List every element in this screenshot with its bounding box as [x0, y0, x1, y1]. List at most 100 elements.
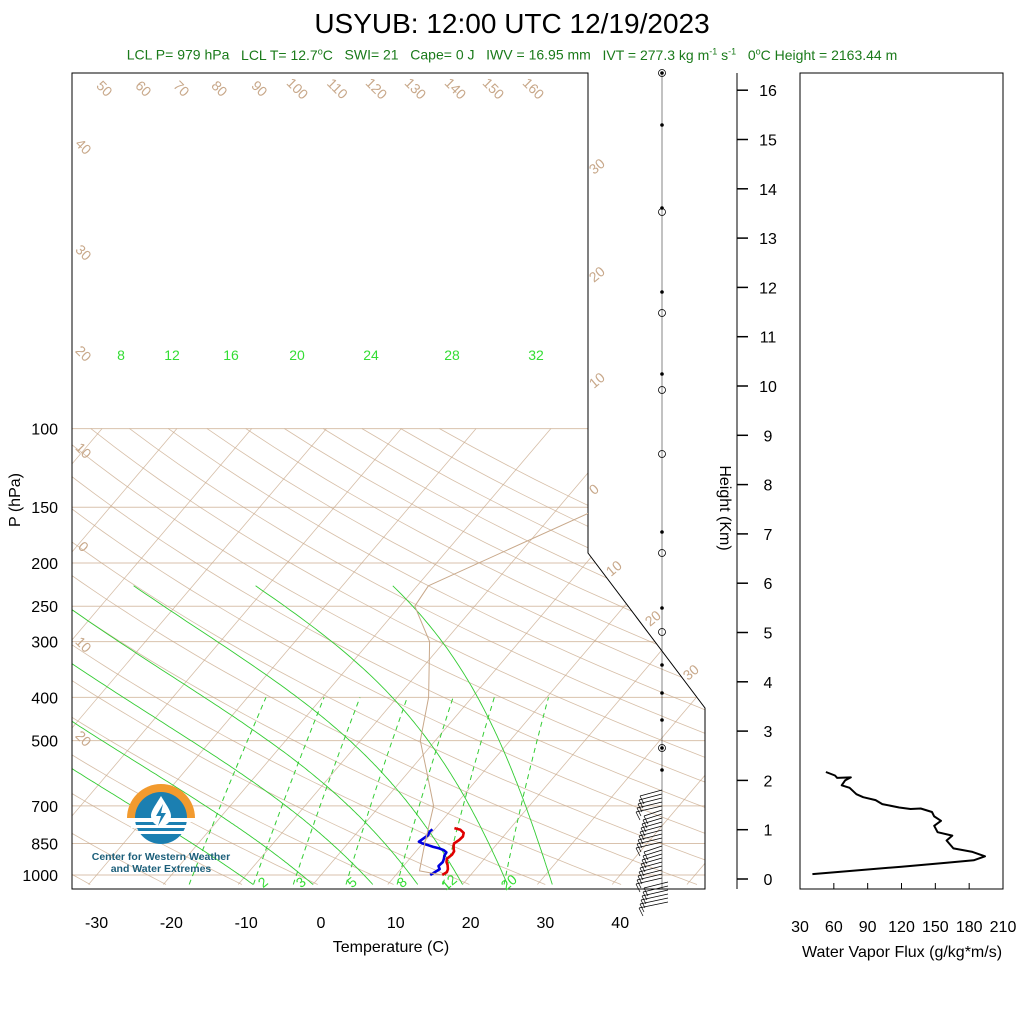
wind-barb	[639, 861, 663, 869]
dry-adiabat-line	[90, 428, 705, 885]
isotherm-label: 30	[586, 155, 608, 177]
cw3e-logo-text: Center for Western Weather and Water Ext…	[91, 851, 231, 875]
wind-barb	[635, 841, 663, 849]
dry-adiabat-label: 60	[132, 77, 154, 99]
swi-value: SWI= 21	[344, 46, 399, 63]
dry-adiabat-line	[206, 428, 705, 885]
isotherm-line	[72, 428, 252, 885]
height-tick-label: 15	[759, 133, 777, 150]
x-tick-label: 0	[317, 915, 326, 932]
dry-adiabat-line	[245, 428, 705, 885]
dry-adiabat-label: 70	[170, 77, 192, 99]
flux-axis-title: Water Vapor Flux (g/kg*m/s)	[802, 944, 1002, 961]
moist-adiabat-line	[72, 585, 419, 885]
iwv-value: IWV = 16.95 mm	[486, 46, 591, 63]
mixing-ratio-label: 12	[164, 347, 180, 363]
pressure-tick-label: 1000	[22, 868, 58, 885]
isotherm-line	[611, 428, 705, 885]
wind-calm-dot	[660, 206, 664, 210]
dry-adiabat-line	[72, 428, 698, 885]
height-tick-label: 14	[759, 182, 777, 199]
wind-barb	[639, 789, 663, 797]
wind-barb	[641, 853, 663, 861]
height-tick-label: 2	[764, 773, 773, 790]
wind-circle-marker	[658, 744, 666, 752]
dry-adiabat-label: 20	[72, 342, 94, 364]
wind-calm-dot	[660, 71, 664, 75]
wind-barb-flag	[635, 811, 641, 821]
skewt-frame	[71, 72, 748, 890]
wind-circle-marker	[658, 549, 666, 557]
dry-adiabat-line	[361, 428, 705, 885]
dry-adiabat-label: 0	[75, 538, 92, 555]
wind-calm-dot	[660, 530, 664, 534]
moist-adiabat-line	[255, 585, 508, 885]
height-tick-label: 12	[759, 280, 777, 297]
cw3e-logo-icon	[127, 784, 195, 844]
moist-adiabat-line	[133, 585, 463, 885]
wind-barb	[643, 845, 663, 853]
height-tick-label: 11	[760, 330, 777, 347]
isotherm-label: 20	[642, 607, 664, 629]
pressure-tick-label: 100	[31, 422, 58, 439]
x-tick-label: 30	[537, 915, 555, 932]
flux-tick-label: 90	[859, 919, 877, 936]
wind-calm-dot	[660, 372, 664, 376]
wind-calm-dot	[660, 768, 664, 772]
dry-adiabat-label: 10	[72, 439, 94, 461]
height-axis-title: Height (Km)	[716, 465, 733, 550]
dry-adiabat-label: 50	[93, 77, 115, 99]
height-tick-label: 10	[759, 379, 777, 396]
dry-adiabat-line	[400, 428, 705, 885]
dry-adiabat-label: 40	[72, 135, 94, 157]
dry-adiabat-line	[129, 428, 705, 885]
wind-calm-dot	[660, 290, 664, 294]
isotherm-line	[387, 428, 705, 885]
dry-adiabat-label: 30	[72, 241, 94, 263]
dry-adiabat-label: 90	[248, 77, 270, 99]
dry-adiabat-line	[72, 428, 705, 885]
isotherm-line	[762, 429, 1024, 885]
dry-adiabat-line	[72, 428, 470, 885]
wind-barb-flag	[638, 907, 644, 917]
flux-panel-border	[799, 72, 1004, 890]
dry-adiabat-line	[72, 428, 243, 885]
moist-adiabat-line	[72, 585, 374, 885]
wind-circle-marker	[658, 309, 666, 317]
moist-adiabat-line	[72, 585, 254, 885]
height-tick-label: 0	[764, 872, 773, 889]
isotherm-label: 20	[586, 263, 608, 285]
freezing-height: 0oC Height = 2163.44 m	[747, 46, 898, 63]
wind-barb	[640, 821, 663, 829]
mixing-ratio-label: 20	[289, 347, 305, 363]
wind-barb	[638, 901, 669, 909]
wind-barb	[636, 837, 663, 845]
wind-calm-dot	[660, 718, 664, 722]
wind-barb	[638, 865, 663, 873]
dry-adiabat-label: 20	[72, 727, 94, 749]
flux-tick-label: 30	[791, 919, 809, 936]
wind-barb	[638, 793, 663, 801]
mixing-ratio-label: 16	[223, 347, 239, 363]
dry-adiabat-line	[72, 428, 705, 885]
pressure-tick-label: 400	[31, 690, 58, 707]
wind-barb	[640, 893, 669, 901]
isotherm-line	[72, 428, 402, 885]
cape-value: Cape= 0 J	[410, 46, 475, 63]
wind-calm-dot	[660, 663, 664, 667]
cw3e-logo: Center for Western Weather and Water Ext…	[86, 784, 236, 875]
dry-adiabat-line	[72, 428, 546, 885]
wind-calm-dot	[660, 606, 664, 610]
dry-adiabat-line	[168, 428, 705, 885]
mixing-ratio-label: 32	[528, 347, 544, 363]
height-tick-label: 7	[764, 527, 773, 544]
wind-circle-marker	[658, 450, 666, 458]
wind-barb	[637, 833, 663, 841]
chart-title: USYUB: 12:00 UTC 12/19/2023	[314, 8, 710, 39]
dry-adiabat-line	[72, 428, 705, 885]
isotherm-line	[72, 428, 178, 885]
isotherm-line	[462, 428, 705, 885]
parcel-profile-line	[414, 450, 705, 876]
dry-adiabat-label: 10	[72, 633, 94, 655]
height-tick-label: 8	[764, 478, 773, 495]
